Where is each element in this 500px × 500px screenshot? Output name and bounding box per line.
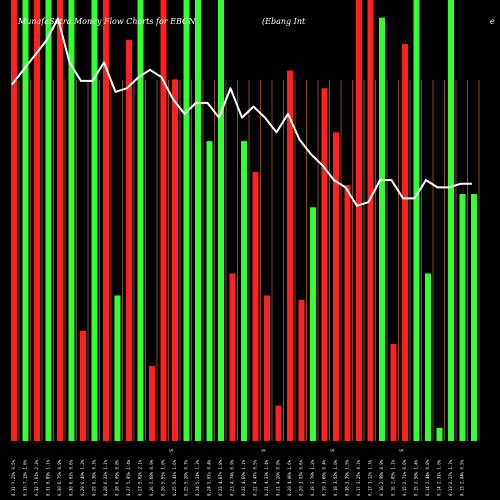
flow-bar xyxy=(114,295,121,441)
flow-bar xyxy=(80,330,86,441)
tick-label: 0.22 4.60% 1.1% xyxy=(241,459,246,496)
flow-bar xyxy=(413,0,420,441)
flow-bar xyxy=(367,0,374,441)
tick-label: 0.25 5.28% 0.7% xyxy=(184,459,189,496)
flow-bar xyxy=(471,194,477,441)
tick-label: 0.24 5.14% 1.3% xyxy=(195,459,200,496)
flow-bar xyxy=(22,0,29,441)
tick-label: 0.30 6.75% 0.9% xyxy=(57,459,62,496)
tick-label: 0.28 6.09% 0.8% xyxy=(115,459,120,496)
tick-label: 0.19 3.66% 0.4% xyxy=(322,459,327,496)
flow-bar xyxy=(436,427,443,441)
tick-label: 0.13 2.17% 1.7% xyxy=(448,459,453,496)
tick-label: 0.26 5.55% 1.0% xyxy=(161,459,166,496)
flow-bar xyxy=(287,70,293,441)
tick-label: 0.22 4.47% 0.5% xyxy=(253,459,258,496)
flow-bar xyxy=(149,366,155,441)
flow-bar xyxy=(344,185,351,441)
flow-bar xyxy=(275,405,282,441)
tick-label: 0.16 2.85% 1.1% xyxy=(391,459,396,496)
flow-bar xyxy=(379,17,385,441)
tick-label: 0.21 4.20% 0.8% xyxy=(276,459,281,496)
chart-title: MunafaSutra Money Flow Charts for EBON xyxy=(17,17,197,26)
flow-bar xyxy=(68,0,75,441)
flow-bar xyxy=(229,273,236,441)
tick-label: 0.25 5.41% 1.6% xyxy=(172,459,177,496)
tick-label: 0.18 3.39% 1.5% xyxy=(345,459,350,496)
flow-bar xyxy=(218,0,224,441)
flow-bar xyxy=(252,171,259,442)
tick-label: 0.15 2.58% 1.4% xyxy=(414,459,419,496)
tick-label: 0.14 2.31% 1.0% xyxy=(437,459,442,496)
bar-layer xyxy=(11,0,477,442)
flow-bar xyxy=(448,0,454,441)
tick-label: 0.18 3.52% 1.0% xyxy=(333,459,338,496)
tick-label: 0.26 5.68% 0.9% xyxy=(149,459,154,496)
flow-bar xyxy=(45,0,52,441)
tick-label: 0.31 6.89% 1.1% xyxy=(46,459,51,496)
tick-label: 0.27 5.82% 2.1% xyxy=(138,459,143,496)
tick-label: 0.14 2.44% 0.8% xyxy=(425,459,430,496)
money-flow-line xyxy=(11,17,472,207)
tick-label: 0.30 6.62% 0.6% xyxy=(69,459,74,496)
separator-mark: $ xyxy=(261,449,267,452)
tick-label: 0.28 6.22% 1.1% xyxy=(103,459,108,496)
flow-bar xyxy=(321,88,328,441)
flow-bar xyxy=(91,0,98,441)
flow-bar xyxy=(241,141,247,441)
flow-bar xyxy=(160,0,167,441)
flow-bar xyxy=(126,39,132,441)
line-layer xyxy=(11,17,472,207)
flow-bar xyxy=(333,132,339,442)
tick-label: 0.23 4.87% 1.8% xyxy=(218,459,223,496)
tick-label: 0.27 5.95% 1.4% xyxy=(126,459,131,496)
separator-mark: $ xyxy=(399,449,405,452)
flow-bar xyxy=(34,0,40,441)
grid-layer xyxy=(18,80,480,441)
flow-bar xyxy=(264,295,270,441)
tick-label: 0.16 2.98% 0.9% xyxy=(379,459,384,496)
flow-bar xyxy=(356,0,362,441)
flow-bar xyxy=(195,0,201,441)
tick-label: 0.21 4.33% 1.4% xyxy=(264,459,269,496)
tick-label: 0.24 5.01% 0.4% xyxy=(207,459,212,496)
tick-label: 0.32 7.01% 2.3% xyxy=(34,459,39,496)
tick-label: 0.33 7.13% 1.6% xyxy=(23,459,28,496)
flow-bar xyxy=(425,273,431,441)
flow-bar xyxy=(103,0,109,441)
flow-bar xyxy=(137,0,144,441)
flow-bar xyxy=(459,194,466,441)
separator-mark: $ xyxy=(330,449,336,452)
flow-bar xyxy=(11,0,17,441)
flow-bar xyxy=(390,343,397,441)
tick-label: 0.29 6.49% 1.2% xyxy=(80,459,85,496)
tick-label-layer: 0.31 7.25% 0.5% 0.33 7.13% 1.6% 0.32 7.01%… xyxy=(11,449,465,496)
title-tail: e xyxy=(490,17,495,26)
tick-label: 0.31 7.25% 0.5% xyxy=(11,459,16,496)
flow-bar xyxy=(57,0,63,441)
tick-label: 0.19 3.79% 1.2% xyxy=(310,459,315,496)
tick-label: 0.29 6.36% 0.3% xyxy=(92,459,97,496)
tick-label: 0.15 2.71% 0.6% xyxy=(402,459,407,496)
flow-bar xyxy=(298,299,305,441)
flow-bar xyxy=(310,207,316,441)
tick-label: 0.20 4.06% 1.6% xyxy=(287,459,292,496)
flow-bar xyxy=(172,79,178,441)
flow-bar xyxy=(183,0,190,441)
flow-bar xyxy=(206,141,213,441)
flow-bar xyxy=(402,44,408,441)
tick-label: 0.20 3.93% 0.6% xyxy=(299,459,304,496)
tick-label: 0.23 4.74% 0.9% xyxy=(230,459,235,496)
separator-mark: $ xyxy=(169,449,175,452)
company-name: (Ebang Int xyxy=(262,17,306,26)
tick-label: 0.13 2.04% 0.5% xyxy=(460,459,465,496)
tick-label: 0.17 3.25% 0.7% xyxy=(356,459,361,496)
tick-label: 0.17 3.12% 1.3% xyxy=(368,459,373,496)
